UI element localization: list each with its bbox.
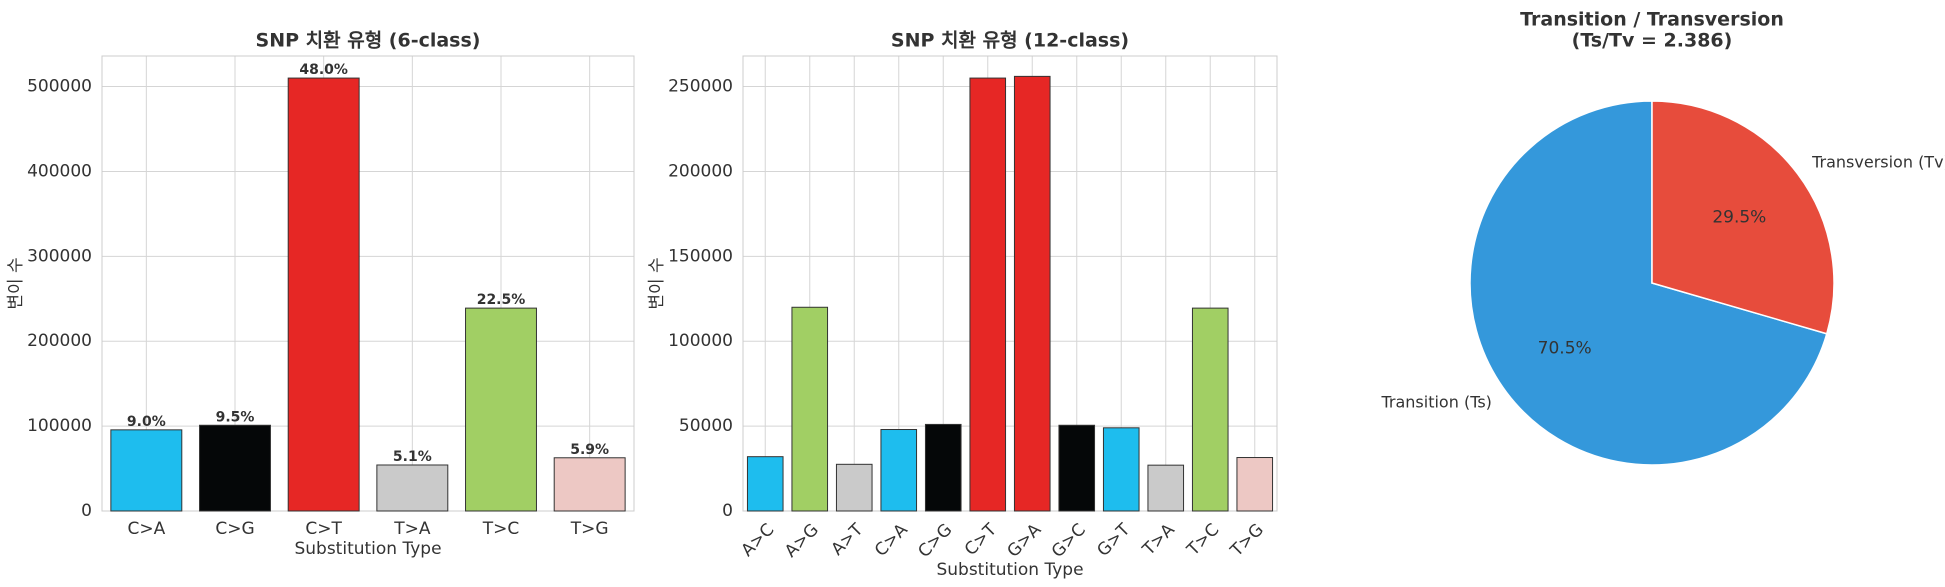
pie-slice (1469, 100, 1828, 466)
y-tick-label: 300000 (27, 246, 92, 266)
pie-label: Transversion (Tv) (1811, 152, 1945, 171)
bar (835, 463, 873, 512)
x-tick-label: C>G (215, 519, 254, 539)
x-axis-label: Substitution Type (936, 560, 1083, 580)
bar (199, 424, 271, 512)
x-tick-label: T>C (1183, 520, 1224, 561)
pie-label: Transition (Ts) (1380, 393, 1491, 412)
y-tick-label: 150000 (668, 246, 733, 266)
y-axis-label: 변이 수 (6, 257, 26, 309)
y-tick-label: 0 (81, 501, 92, 521)
bar (1102, 427, 1140, 512)
x-tick-label: C>A (127, 519, 165, 539)
x-tick-label: C>T (305, 519, 342, 539)
x-tick-label: A>G (781, 520, 823, 562)
bar (1147, 464, 1185, 512)
bar (791, 306, 829, 512)
x-tick-label: G>T (1093, 520, 1134, 561)
pie-slice (1651, 100, 1835, 335)
bar-label: 9.5% (216, 409, 255, 425)
x-tick-label: C>A (871, 520, 912, 561)
bar (287, 77, 360, 512)
y-tick-label: 50000 (679, 416, 733, 436)
x-tick-label: A>T (828, 519, 868, 559)
bar (880, 429, 918, 512)
bar-label: 22.5% (477, 292, 526, 308)
x-tick-label: T>G (1226, 520, 1268, 562)
bar (1191, 307, 1229, 512)
bar (553, 457, 626, 512)
bar (110, 429, 183, 512)
bar (1058, 424, 1096, 512)
axes-frame (101, 55, 635, 512)
bar-label: 48.0% (299, 62, 348, 78)
y-tick-label: 0 (722, 501, 733, 521)
axes-frame (742, 55, 1278, 512)
y-tick-label: 100000 (27, 416, 92, 436)
x-tick-label: G>C (1048, 520, 1090, 562)
bar (924, 423, 962, 512)
chart-title: SNP 치환 유형 (6-class) (256, 30, 481, 52)
x-tick-label: T>A (393, 519, 431, 539)
chart-title: Transition / Transversion (1520, 9, 1784, 31)
bar (465, 307, 537, 512)
y-tick-label: 400000 (27, 161, 92, 181)
x-tick-label: T>C (482, 519, 520, 539)
x-axis-label: Substitution Type (294, 539, 441, 559)
bar (376, 464, 449, 512)
x-tick-label: A>C (737, 520, 778, 561)
x-tick-label: C>T (961, 519, 1001, 559)
chart-subtitle: (Ts/Tv = 2.386) (1572, 30, 1733, 52)
pie-value-label: 29.5% (1712, 207, 1766, 227)
x-tick-label: G>A (1004, 520, 1046, 562)
x-tick-label: C>G (914, 520, 956, 562)
y-tick-label: 200000 (27, 331, 92, 351)
chart-title: SNP 치환 유형 (12-class) (891, 30, 1129, 52)
bar (1236, 457, 1274, 512)
bar-label: 9.0% (127, 414, 166, 430)
x-tick-label: T>A (1138, 520, 1179, 561)
bar-label: 5.9% (570, 442, 609, 458)
pie-value-label: 70.5% (1538, 339, 1592, 359)
y-tick-label: 100000 (668, 331, 733, 351)
x-tick-label: T>G (570, 519, 609, 539)
bar-label: 5.1% (393, 449, 432, 465)
bar (746, 456, 784, 512)
y-tick-label: 250000 (668, 77, 733, 97)
y-tick-label: 200000 (668, 161, 733, 181)
bar (1013, 75, 1051, 512)
y-tick-label: 500000 (27, 77, 92, 97)
y-axis-label: 변이 수 (647, 257, 667, 309)
bar (969, 77, 1007, 512)
